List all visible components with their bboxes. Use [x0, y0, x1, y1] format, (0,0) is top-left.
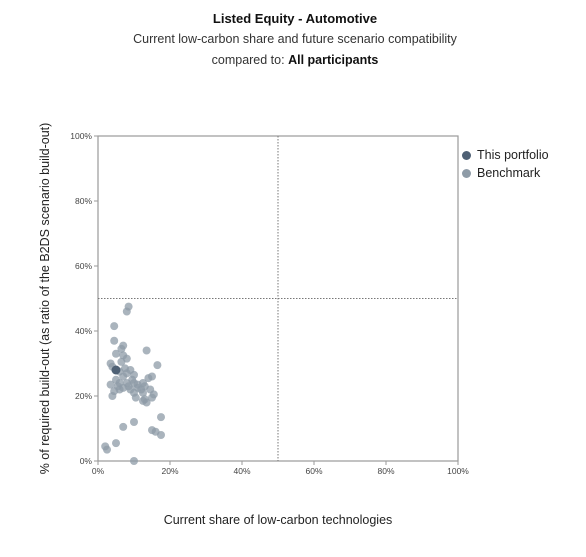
- benchmark-point[interactable]: [106, 380, 115, 389]
- benchmark-point[interactable]: [119, 372, 128, 381]
- legend-label-portfolio: This portfolio: [477, 148, 549, 162]
- portfolio-point[interactable]: [111, 365, 121, 375]
- benchmark-point[interactable]: [131, 393, 140, 402]
- benchmark-point[interactable]: [157, 413, 165, 422]
- legend-marker-portfolio: [462, 150, 471, 160]
- y-tick-label: 0%: [80, 456, 93, 466]
- axis-ticks: 0% 20% 40% 60% 80% 100% 0% 20% 40% 60% 80% 100%: [70, 131, 469, 476]
- benchmark-point[interactable]: [139, 388, 147, 397]
- benchmark-point[interactable]: [110, 336, 119, 345]
- legend-label-benchmark: Benchmark: [477, 166, 541, 180]
- x-tick-label: 100%: [447, 466, 469, 476]
- x-tick-label: 40%: [233, 466, 250, 476]
- comparison-line: compared to: All participants: [0, 50, 586, 70]
- comparison-prefix: compared to:: [211, 53, 289, 67]
- benchmark-point[interactable]: [142, 398, 151, 407]
- benchmark-point[interactable]: [110, 322, 119, 331]
- y-tick-label: 80%: [75, 196, 92, 206]
- legend-item-benchmark[interactable]: Benchmark: [462, 164, 549, 182]
- benchmark-point[interactable]: [148, 393, 156, 402]
- benchmark-point[interactable]: [112, 439, 120, 448]
- legend: This portfolio Benchmark: [462, 146, 549, 182]
- comparison-value: All participants: [288, 53, 379, 67]
- y-tick-label: 20%: [75, 391, 92, 401]
- chart-title: Listed Equity - Automotive: [212, 11, 378, 26]
- benchmark-point[interactable]: [117, 357, 126, 366]
- data-points: [101, 302, 165, 465]
- benchmark-point[interactable]: [122, 307, 131, 316]
- y-tick-label: 100%: [70, 131, 92, 141]
- chart-subtitle: Current low-carbon share and future scen…: [133, 32, 457, 46]
- benchmark-point[interactable]: [142, 346, 151, 355]
- x-tick-label: 60%: [305, 466, 322, 476]
- benchmark-point[interactable]: [103, 445, 111, 454]
- benchmark-point[interactable]: [157, 431, 165, 439]
- benchmark-point[interactable]: [153, 361, 162, 370]
- benchmark-point[interactable]: [124, 382, 133, 391]
- y-axis-label: % of required build-out (as ratio of the…: [38, 123, 52, 475]
- benchmark-point[interactable]: [119, 422, 128, 431]
- y-tick-label: 60%: [75, 261, 92, 271]
- legend-marker-benchmark: [462, 168, 471, 178]
- x-tick-label: 0%: [92, 466, 105, 476]
- plot-area: [97, 135, 459, 462]
- x-axis-label: Current share of low-carbon technologies: [164, 513, 393, 527]
- benchmark-point[interactable]: [130, 457, 138, 465]
- x-tick-label: 80%: [377, 466, 394, 476]
- y-tick-label: 40%: [75, 326, 92, 336]
- x-tick-label: 20%: [161, 466, 178, 476]
- chart-header: Listed Equity - Automotive Current low-c…: [0, 10, 586, 70]
- benchmark-point[interactable]: [148, 372, 156, 381]
- benchmark-point[interactable]: [108, 392, 117, 400]
- legend-item-portfolio[interactable]: This portfolio: [462, 146, 549, 164]
- benchmark-point[interactable]: [112, 349, 120, 358]
- benchmark-point[interactable]: [130, 418, 138, 426]
- benchmark-point[interactable]: [117, 344, 126, 353]
